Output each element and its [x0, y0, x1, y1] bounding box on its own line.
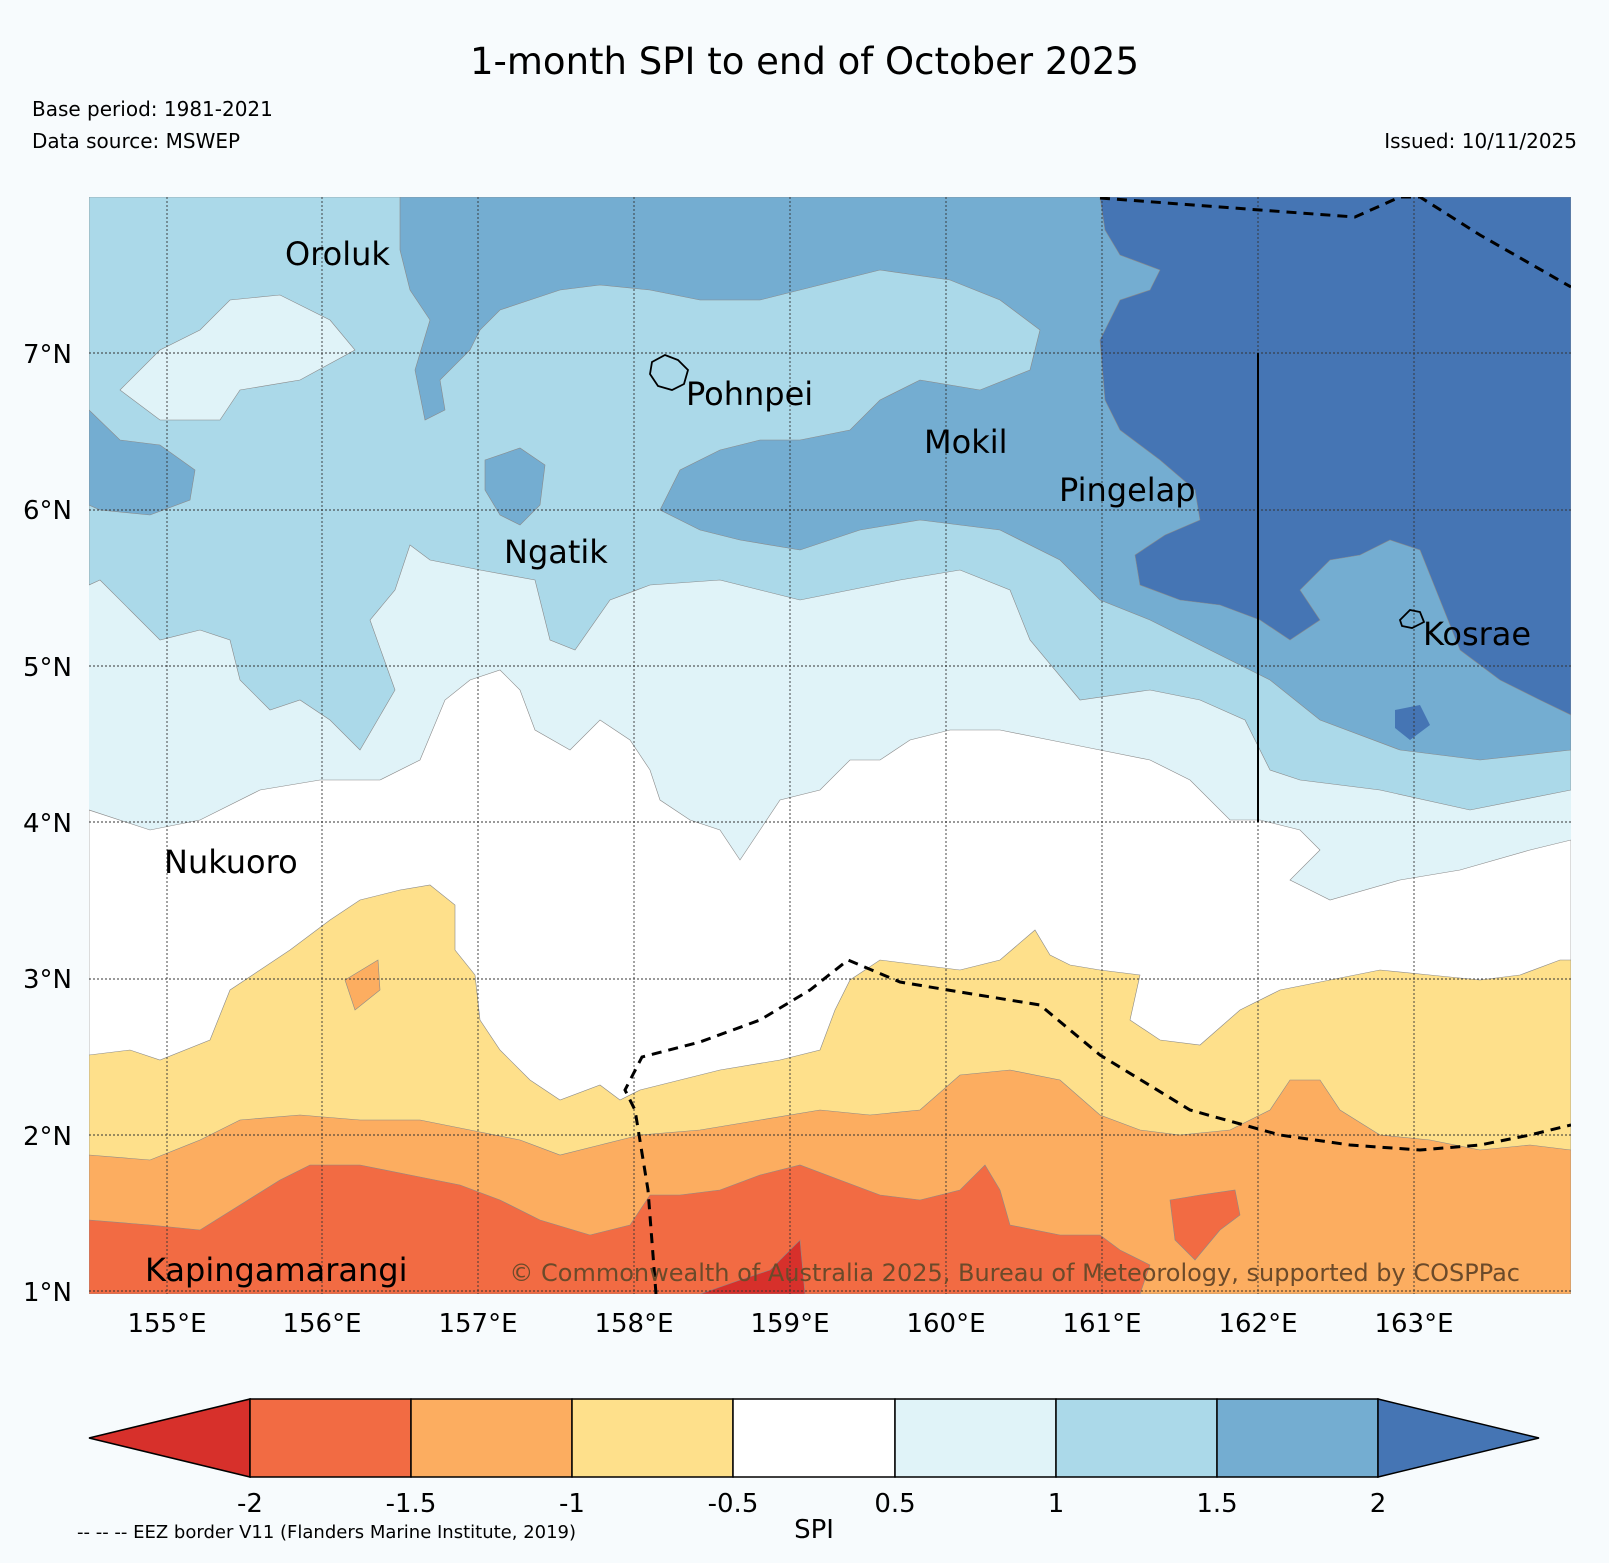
lon-label: 159°E [750, 1309, 829, 1339]
spi-band-1.5-2-west [89, 409, 196, 516]
colorbar-tick: 1.5 [1196, 1489, 1237, 1519]
colorbar-swatch [1216, 1398, 1379, 1478]
colorbar-tick: -2 [237, 1489, 263, 1519]
lat-label: 4°N [23, 809, 72, 839]
colorbar-swatch [894, 1398, 1057, 1478]
lon-label: 160°E [906, 1309, 985, 1339]
colorbar-swatch [249, 1398, 412, 1478]
pohnpei-island-outline [649, 354, 690, 391]
place-label-nukuoro: Nukuoro [164, 843, 298, 881]
map-title: 1-month SPI to end of October 2025 [470, 40, 1139, 83]
spi-colorbar [88, 1398, 1540, 1478]
colorbar-swatch [410, 1398, 573, 1478]
place-label-kapingamarangi: Kapingamarangi [145, 1251, 407, 1289]
lat-label: 3°N [23, 965, 72, 995]
lon-label: 161°E [1062, 1309, 1141, 1339]
copyright-credit: © Commonwealth of Australia 2025, Bureau… [509, 1259, 1520, 1287]
place-label-ngatik: Ngatik [504, 533, 608, 571]
spi-band-gt-2 [1099, 197, 1571, 716]
place-label-pohnpei: Pohnpei [686, 375, 813, 413]
colorbar-tick: 1 [1048, 1489, 1065, 1519]
colorbar-swatch [1055, 1398, 1218, 1478]
colorbar-tick: -1.5 [386, 1489, 437, 1519]
eez-border-note: -- -- -- EEZ border V11 (Flanders Marine… [77, 1522, 577, 1543]
lon-label: 156°E [282, 1309, 361, 1339]
colorbar-tick: 2 [1370, 1489, 1387, 1519]
colorbar-tick: -0.5 [708, 1489, 759, 1519]
longitude-axis: 155°E 156°E 157°E 158°E 159°E 160°E 161°… [127, 1309, 1453, 1339]
colorbar-tick: 0.5 [874, 1489, 915, 1519]
lat-label: 5°N [23, 653, 72, 683]
data-source-label: Data source: MSWEP [32, 129, 241, 153]
place-label-pingelap: Pingelap [1059, 471, 1196, 509]
lon-label: 157°E [438, 1309, 517, 1339]
lat-label: 6°N [23, 496, 72, 526]
place-labels: Oroluk Pohnpei Mokil Pingelap Ngatik Kos… [145, 235, 1531, 1289]
colorbar-extend-low [88, 1398, 251, 1478]
base-period-label: Base period: 1981-2021 [32, 97, 273, 121]
place-label-oroluk: Oroluk [285, 235, 390, 273]
colorbar-ticks: -2 -1.5 -1 -0.5 0.5 1 1.5 2 [237, 1489, 1386, 1519]
spi-band-1.5-2-ngatik [484, 447, 546, 526]
spi-band-0.5-1-patch [119, 294, 356, 421]
lat-label: 7°N [23, 340, 72, 370]
issued-date-label: Issued: 10/11/2025 [1384, 129, 1577, 153]
colorbar-label: SPI [794, 1515, 834, 1545]
lon-label: 155°E [127, 1309, 206, 1339]
spi-contour-field [89, 197, 1571, 1294]
lon-label: 162°E [1218, 1309, 1297, 1339]
colorbar-extend-high [1377, 1398, 1540, 1478]
latitude-axis: 7°N 6°N 5°N 4°N 3°N 2°N 1°N [23, 340, 72, 1308]
lat-label: 2°N [23, 1122, 72, 1152]
spi-band-minus2-minus1.5 [89, 1164, 1151, 1294]
lon-label: 163°E [1374, 1309, 1453, 1339]
colorbar-swatch [732, 1398, 896, 1478]
eez-border [623, 197, 1571, 1294]
kosrae-island-outline [1398, 609, 1426, 629]
place-label-mokil: Mokil [924, 423, 1008, 461]
colorbar-swatch [571, 1398, 734, 1478]
lon-label: 158°E [594, 1309, 673, 1339]
place-label-kosrae: Kosrae [1423, 615, 1531, 653]
spi-band-minus2-minus1.5-east [1169, 1189, 1241, 1261]
spi-band-minus1.5-minus1-spot [344, 959, 381, 1011]
colorbar-tick: -1 [559, 1489, 585, 1519]
spi-band-gt-2-spot [1395, 705, 1430, 740]
lat-label: 1°N [23, 1278, 72, 1308]
